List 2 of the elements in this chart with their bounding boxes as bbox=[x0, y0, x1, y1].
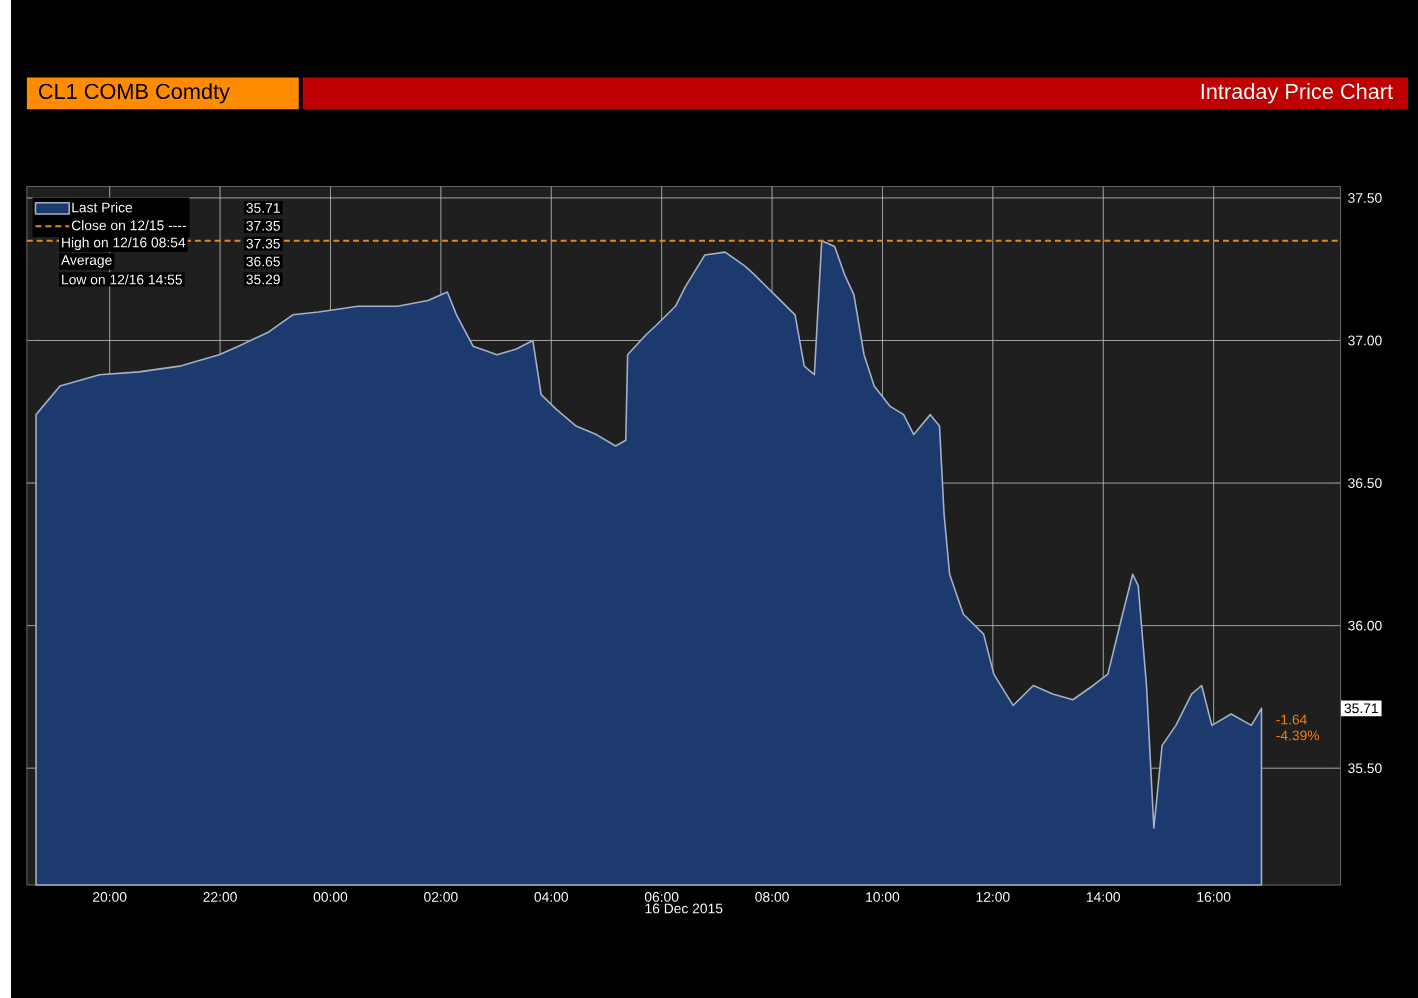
chart-subtitle: CL1 COMB Comdty bbox=[38, 83, 230, 104]
chart-title: Intraday Price Chart bbox=[1201, 83, 1393, 104]
